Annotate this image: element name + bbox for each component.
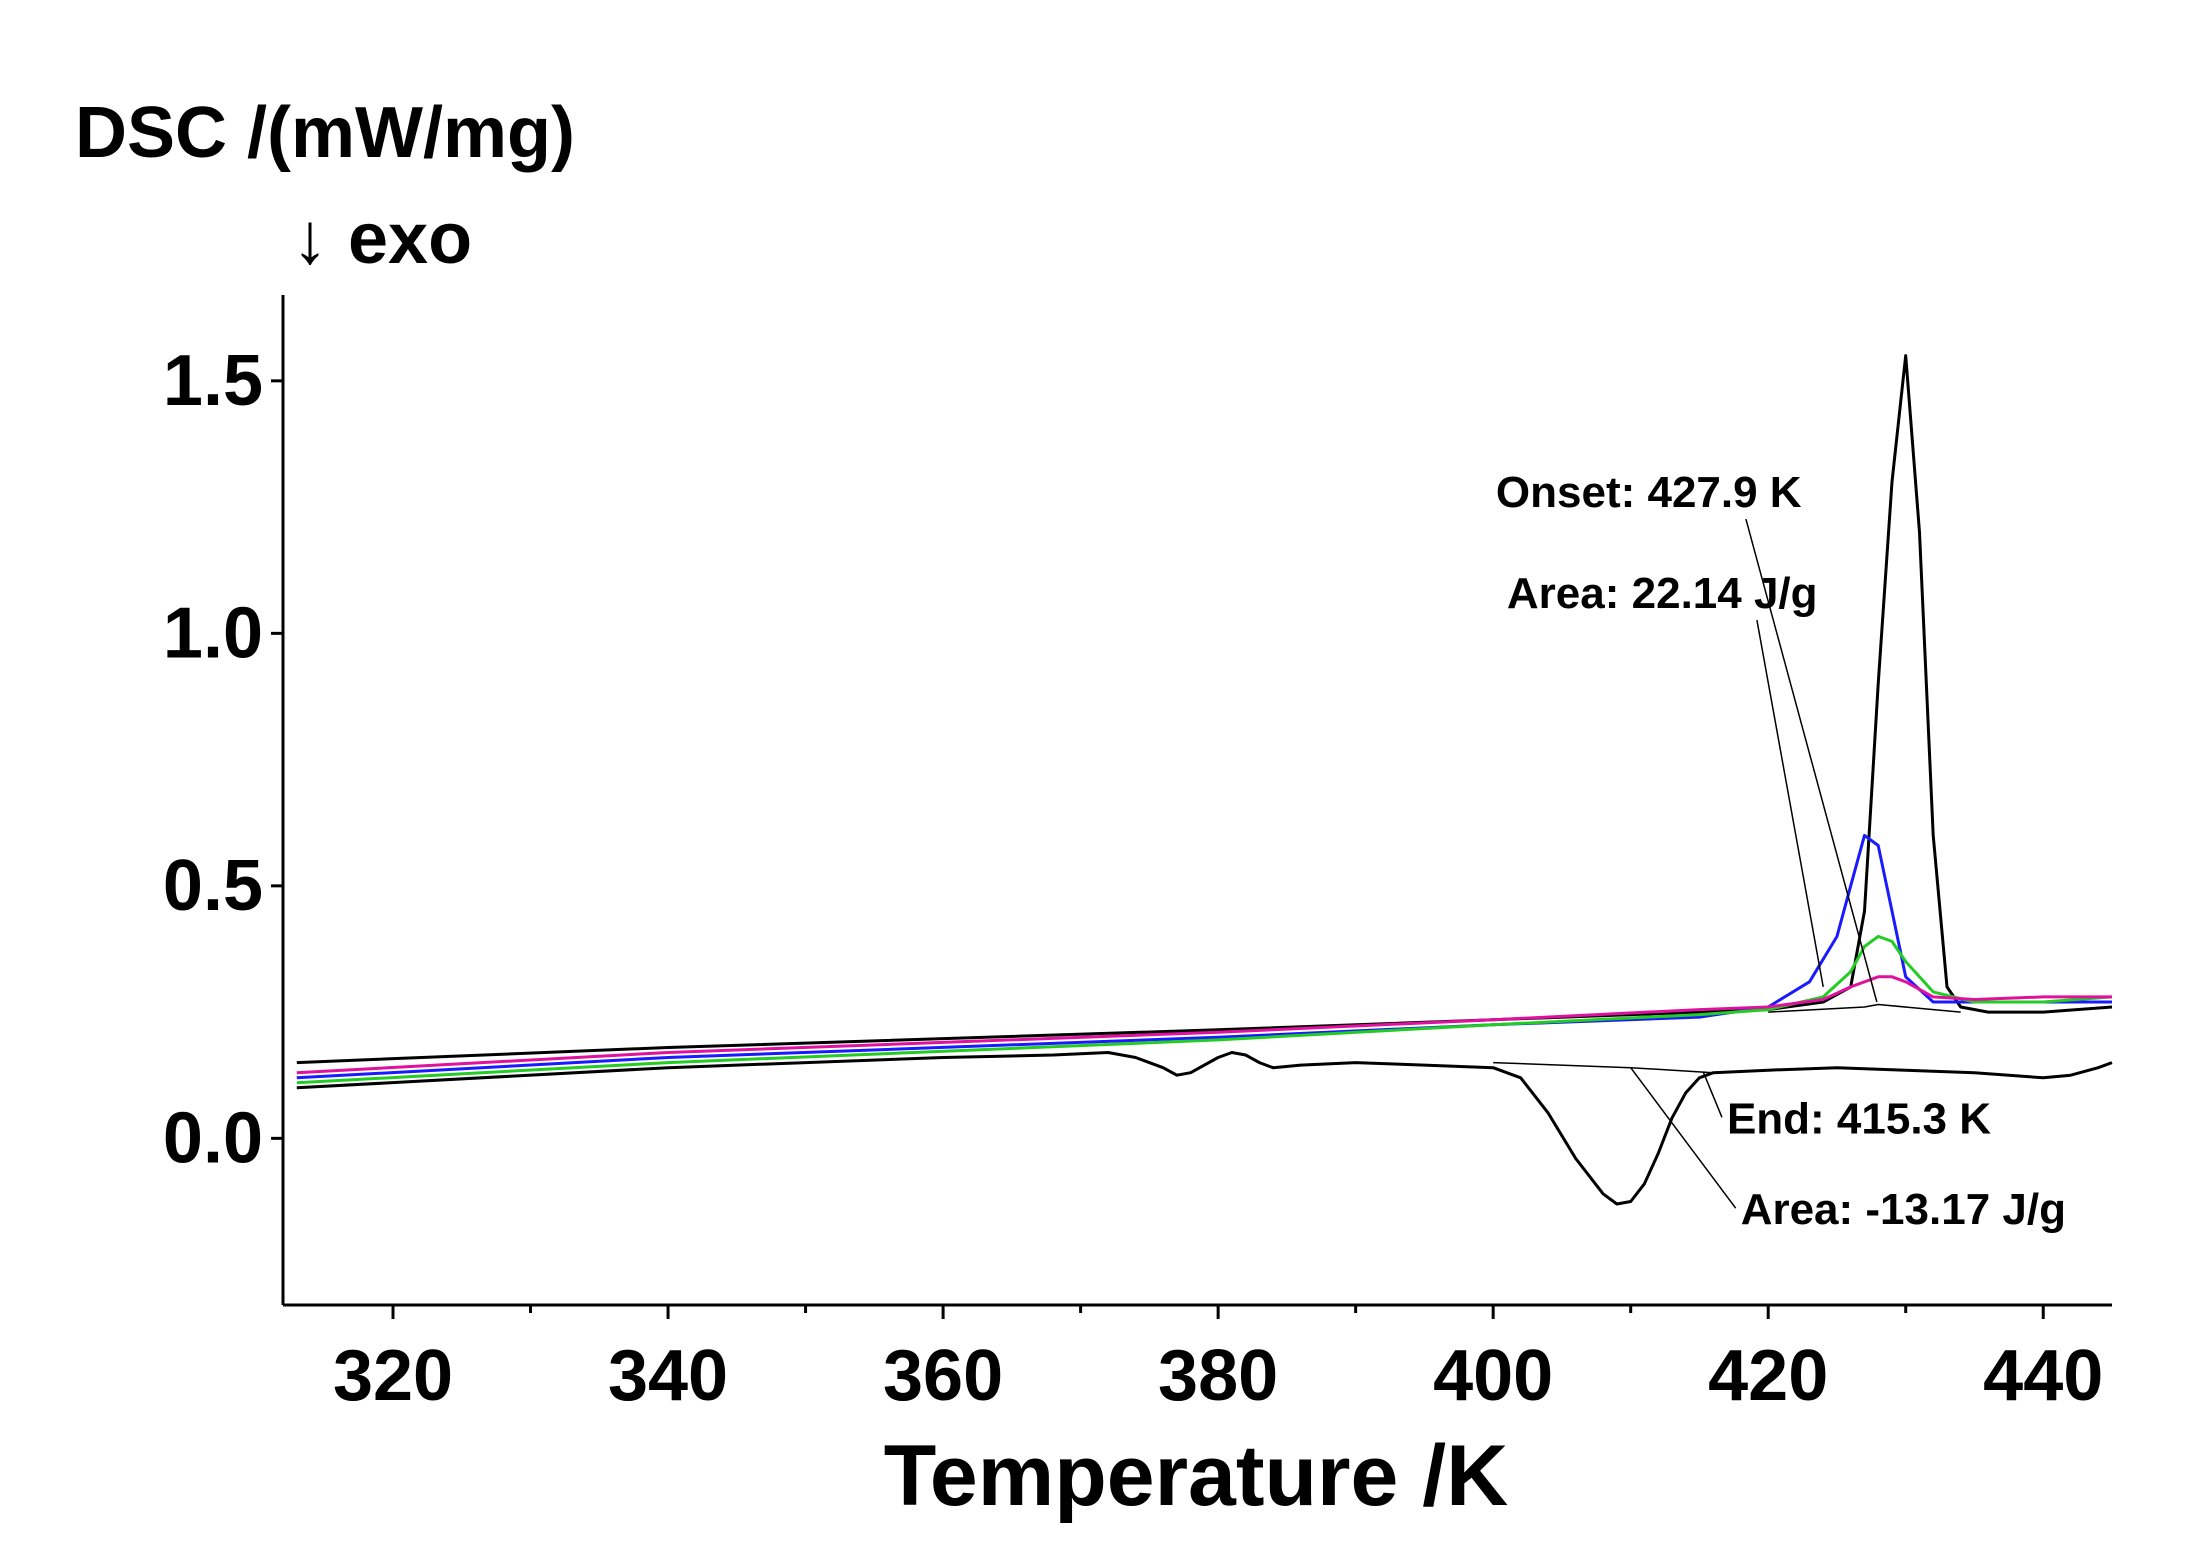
series-line-heating-black <box>296 354 2113 1065</box>
annotations: Onset: 427.9 K Area: 22.14 J/g End: 415.3 … <box>1496 468 2066 1234</box>
x-tick-label: 360 <box>883 1336 1003 1416</box>
x-tick-label: 400 <box>1433 1336 1553 1416</box>
annotation-label: Area: -13.17 J/g <box>1741 1185 2066 1234</box>
annotation-label: Area: 22.14 J/g <box>1507 569 1818 618</box>
annotation-leader-line <box>1630 1067 1737 1209</box>
series-layer <box>296 354 2113 1206</box>
x-tick-label: 380 <box>1158 1336 1278 1416</box>
y-tick-label: 1.0 <box>163 593 263 673</box>
x-tick-label: 320 <box>333 1336 453 1416</box>
y-ticks: 0.0 0.5 1.0 1.5 <box>163 341 283 1178</box>
x-tick-label: 420 <box>1708 1336 1828 1416</box>
x-axis-label: Temperature /K <box>884 1428 1508 1524</box>
series-line-cooling-black <box>296 1051 2113 1206</box>
x-tick-label: 340 <box>608 1336 728 1416</box>
annotation-leader-line <box>1756 619 1824 987</box>
annotation-label: End: 415.3 K <box>1727 1094 1991 1143</box>
series-line-baseline-heating <box>1768 1003 1961 1013</box>
annotation-leader-line <box>1745 518 1878 1003</box>
x-ticks: 320 340 360 380 400 420 440 <box>333 1305 2103 1416</box>
y-tick-label: 0.0 <box>163 1098 263 1178</box>
y-axis-direction-label: ↓ exo <box>292 199 472 279</box>
series-line-baseline-cooling <box>1493 1061 1714 1074</box>
annotation-label: Onset: 427.9 K <box>1496 468 1802 517</box>
y-tick-label: 1.5 <box>163 341 263 421</box>
y-tick-label: 0.5 <box>163 846 263 926</box>
series-line-heating-magenta <box>296 975 2112 1075</box>
axes <box>281 295 2112 1307</box>
y-axis-label: DSC /(mW/mg) <box>75 93 575 173</box>
x-tick-label: 440 <box>1983 1336 2103 1416</box>
series-line-heating-green <box>296 934 2113 1085</box>
annotation-leader-line <box>1702 1072 1723 1118</box>
